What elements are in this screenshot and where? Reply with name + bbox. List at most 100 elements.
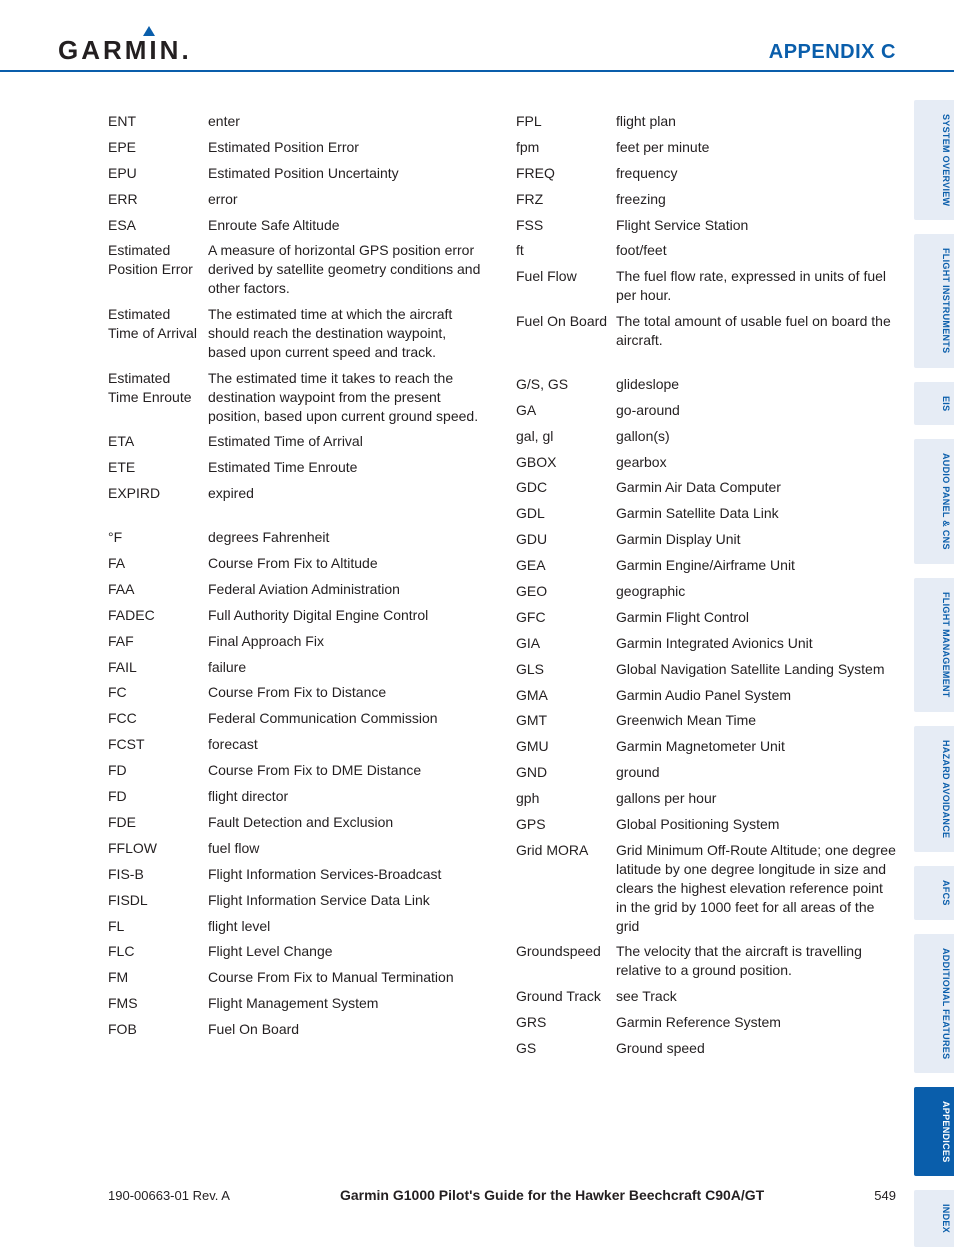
glossary-entry: ftfoot/feet xyxy=(516,241,896,260)
glossary-definition: foot/feet xyxy=(616,241,896,260)
glossary-entry: FCCourse From Fix to Distance xyxy=(108,683,488,702)
glossary-entry: GEAGarmin Engine/Airframe Unit xyxy=(516,556,896,575)
footer-doc-id: 190-00663-01 Rev. A xyxy=(108,1188,230,1203)
glossary-term: EPE xyxy=(108,138,208,157)
glossary-definition: The total amount of usable fuel on board… xyxy=(616,312,896,350)
glossary-term: G/S, GS xyxy=(516,375,616,394)
glossary-term: FCC xyxy=(108,709,208,728)
glossary-term: GIA xyxy=(516,634,616,653)
glossary-definition: Flight Level Change xyxy=(208,942,488,961)
glossary-term: FD xyxy=(108,787,208,806)
section-tab[interactable]: FLIGHT INSTRUMENTS xyxy=(914,234,954,367)
page-footer: 190-00663-01 Rev. A Garmin G1000 Pilot's… xyxy=(0,1187,954,1203)
glossary-entry: FCSTforecast xyxy=(108,735,488,754)
glossary-entry: GAgo-around xyxy=(516,401,896,420)
footer-title: Garmin G1000 Pilot's Guide for the Hawke… xyxy=(340,1187,764,1203)
glossary-definition: Estimated Time Enroute xyxy=(208,458,488,477)
glossary-term: FL xyxy=(108,917,208,936)
glossary-entry: GSGround speed xyxy=(516,1039,896,1058)
glossary-definition: Global Navigation Satellite Landing Syst… xyxy=(616,660,896,679)
section-tabs: SYSTEM OVERVIEW FLIGHT INSTRUMENTS EIS AUDI… xyxy=(914,100,954,1247)
glossary-entry: GMAGarmin Audio Panel System xyxy=(516,686,896,705)
glossary-definition: Flight Information Services-Broadcast xyxy=(208,865,488,884)
glossary-term: FLC xyxy=(108,942,208,961)
glossary-entry: FSSFlight Service Station xyxy=(516,216,896,235)
glossary-definition: Garmin Magnetometer Unit xyxy=(616,737,896,756)
page-header: GARMIN. APPENDIX C xyxy=(0,0,954,72)
glossary-definition: freezing xyxy=(616,190,896,209)
glossary-entry: GDCGarmin Air Data Computer xyxy=(516,478,896,497)
logo-dot: . xyxy=(181,35,191,65)
section-tab[interactable]: AFCS xyxy=(914,866,954,920)
glossary-entry: FLflight level xyxy=(108,917,488,936)
logo-text: GARMIN xyxy=(58,35,181,65)
glossary-entry: FDEFault Detection and Exclusion xyxy=(108,813,488,832)
glossary-definition: The estimated time at which the aircraft… xyxy=(208,305,488,362)
glossary-term: FA xyxy=(108,554,208,573)
glossary-definition: Estimated Time of Arrival xyxy=(208,432,488,451)
glossary-entry: Estimated Time EnrouteThe estimated time… xyxy=(108,369,488,426)
glossary-definition: Course From Fix to Distance xyxy=(208,683,488,702)
glossary-definition: Fuel On Board xyxy=(208,1020,488,1039)
glossary-term: Fuel On Board xyxy=(516,312,616,331)
glossary-entry: FAILfailure xyxy=(108,658,488,677)
glossary-term: gal, gl xyxy=(516,427,616,446)
glossary-term: GRS xyxy=(516,1013,616,1032)
glossary-term: EXPIRD xyxy=(108,484,208,503)
footer-page-number: 549 xyxy=(874,1188,896,1203)
glossary-definition: Federal Communication Commission xyxy=(208,709,488,728)
glossary-term: Groundspeed xyxy=(516,942,616,961)
glossary-definition: forecast xyxy=(208,735,488,754)
glossary-term: FPL xyxy=(516,112,616,131)
glossary-entry: ETAEstimated Time of Arrival xyxy=(108,432,488,451)
glossary-term: °F xyxy=(108,528,208,547)
glossary-column-left: ENTenterEPEEstimated Position ErrorEPUEs… xyxy=(108,112,488,1065)
glossary-term: GLS xyxy=(516,660,616,679)
section-tab[interactable]: HAZARD AVOIDANCE xyxy=(914,726,954,852)
glossary-entry: FADECFull Authority Digital Engine Contr… xyxy=(108,606,488,625)
glossary-entry: fpmfeet per minute xyxy=(516,138,896,157)
section-tab[interactable]: FLIGHT MANAGEMENT xyxy=(914,578,954,712)
section-tab[interactable]: ADDITIONAL FEATURES xyxy=(914,934,954,1073)
glossary-definition: frequency xyxy=(616,164,896,183)
glossary-entry: FDflight director xyxy=(108,787,488,806)
glossary-entry: EXPIRDexpired xyxy=(108,484,488,503)
glossary-definition: Federal Aviation Administration xyxy=(208,580,488,599)
glossary-definition: Enroute Safe Altitude xyxy=(208,216,488,235)
glossary-entry: FMCourse From Fix to Manual Termination xyxy=(108,968,488,987)
glossary-definition: Full Authority Digital Engine Control xyxy=(208,606,488,625)
section-tab[interactable]: AUDIO PANEL & CNS xyxy=(914,439,954,564)
glossary-definition: fuel flow xyxy=(208,839,488,858)
glossary-definition: ground xyxy=(616,763,896,782)
glossary-term: GMT xyxy=(516,711,616,730)
glossary-term: GEA xyxy=(516,556,616,575)
glossary-definition: error xyxy=(208,190,488,209)
glossary-definition: Garmin Integrated Avionics Unit xyxy=(616,634,896,653)
glossary-definition: Garmin Flight Control xyxy=(616,608,896,627)
glossary-definition: flight plan xyxy=(616,112,896,131)
glossary-term: Fuel Flow xyxy=(516,267,616,286)
glossary-definition: Fault Detection and Exclusion xyxy=(208,813,488,832)
glossary-term: gph xyxy=(516,789,616,808)
glossary-term: FCST xyxy=(108,735,208,754)
glossary-entry: FMSFlight Management System xyxy=(108,994,488,1013)
glossary-term: GMU xyxy=(516,737,616,756)
glossary-term: FM xyxy=(108,968,208,987)
glossary-entry: GEOgeographic xyxy=(516,582,896,601)
section-tab[interactable]: SYSTEM OVERVIEW xyxy=(914,100,954,220)
glossary-definition: feet per minute xyxy=(616,138,896,157)
glossary-term: FISDL xyxy=(108,891,208,910)
glossary-term: EPU xyxy=(108,164,208,183)
glossary-definition: Garmin Audio Panel System xyxy=(616,686,896,705)
glossary-term: GDL xyxy=(516,504,616,523)
glossary-entry: FACourse From Fix to Altitude xyxy=(108,554,488,573)
glossary-term: GEO xyxy=(516,582,616,601)
group-gap xyxy=(516,357,896,375)
section-tab[interactable]: EIS xyxy=(914,382,954,425)
glossary-definition: geographic xyxy=(616,582,896,601)
section-tab[interactable]: APPENDICES xyxy=(914,1087,954,1177)
glossary-term: ft xyxy=(516,241,616,260)
glossary-column-right: FPLflight planfpmfeet per minuteFREQfreq… xyxy=(516,112,896,1065)
glossary-entry: GLSGlobal Navigation Satellite Landing S… xyxy=(516,660,896,679)
glossary-definition: flight director xyxy=(208,787,488,806)
